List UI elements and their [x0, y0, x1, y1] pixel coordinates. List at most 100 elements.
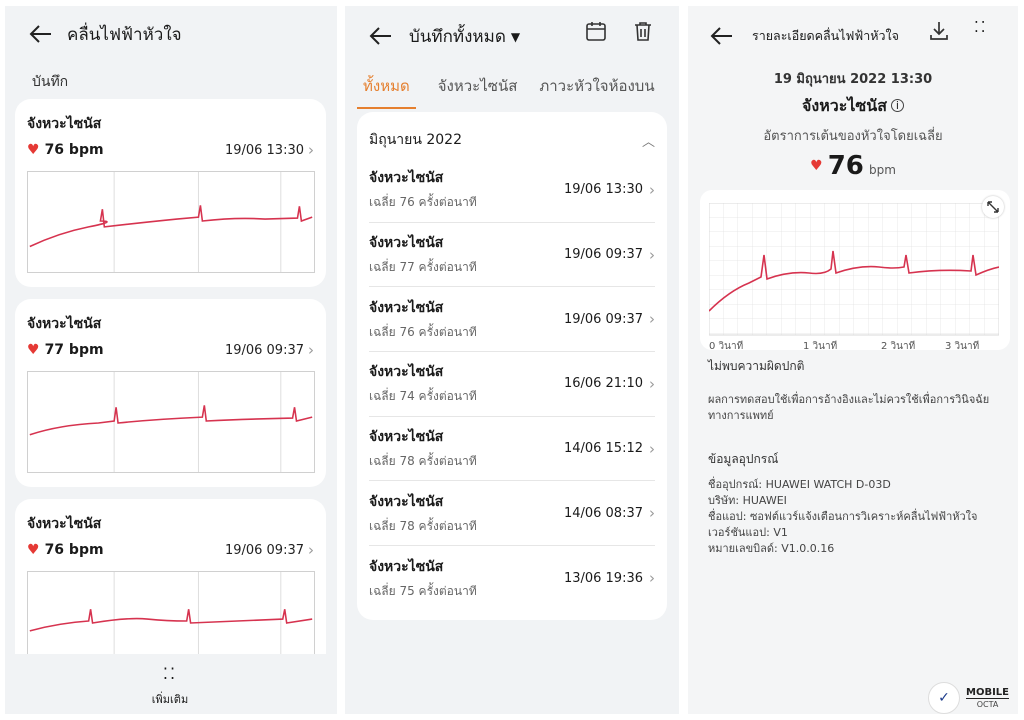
record-time: 19/06 13:30	[563, 182, 643, 198]
record-time: 13/06 19:36	[563, 570, 643, 586]
more-dots-icon: ⁚⁚	[162, 664, 178, 683]
ecg-detail-screen: รายละเอียดคลื่นไฟฟ้าหัวใจ ⁚⁚ 19 มิถุนายน…	[688, 6, 1018, 714]
record-date: 19 มิถุนายน 2022 13:30	[773, 72, 933, 87]
info-icon[interactable]: i	[890, 99, 904, 112]
heart-icon: ♥	[27, 542, 40, 558]
download-button[interactable]	[928, 20, 950, 46]
axis-label-1s: 1 วินาที	[803, 340, 837, 350]
device-name: ชื่ออุปกรณ์: HUAWEI WATCH D-03D	[708, 478, 891, 491]
list-item[interactable]: จังหวะไซนัสเฉลี่ย 76 ครั้งต่อนาที 19/06 0…	[369, 287, 655, 353]
bpm-value: 76 bpm	[44, 542, 104, 558]
rhythm-type: จังหวะไซนัส	[27, 516, 102, 532]
back-arrow-icon	[29, 25, 51, 43]
chevron-right-icon: ›	[649, 310, 655, 329]
list-item[interactable]: จังหวะไซนัสเฉลี่ย 76 ครั้งต่อนาที 19/06 1…	[369, 158, 655, 223]
chevron-right-icon: ›	[649, 245, 655, 264]
brand-line2: OCTA	[976, 699, 999, 709]
tab-all[interactable]: ทั้งหมด	[357, 74, 416, 109]
page-title: รายละเอียดคลื่นไฟฟ้าหัวใจ	[752, 28, 899, 43]
axis-label-2s: 2 วินาที	[881, 340, 915, 350]
list-item[interactable]: จังหวะไซนัส เฉลี่ย 78 ครั้งต่อนาที 14/06 1…	[369, 417, 655, 482]
rhythm-type: จังหวะไซนัส	[27, 316, 102, 332]
back-button[interactable]	[710, 26, 736, 46]
chevron-right-icon: ›	[649, 180, 655, 199]
more-button[interactable]: ⁚⁚ เพิ่มเติม	[140, 666, 200, 708]
rhythm-type: จังหวะไซนัส	[369, 558, 444, 575]
disclaimer-text: ผลการทดสอบใช้เพื่อการอ้างอิงและไม่ควรใช้…	[708, 393, 990, 422]
back-button[interactable]	[29, 24, 55, 44]
records-section-label: บันทึก	[32, 74, 69, 90]
all-records-screen: บันทึกทั้งหมด ▼ ทั้งหมด จังหวะไซนัส ภาวะ…	[345, 6, 679, 714]
tab-sinus-rhythm[interactable]: จังหวะไซนัส	[437, 77, 518, 95]
axis-label-3s: 3 วินาที	[945, 340, 979, 350]
filter-dropdown[interactable]: บันทึกทั้งหมด ▼	[409, 23, 520, 50]
chevron-up-icon: ︿	[641, 134, 655, 150]
record-time: 19/06 09:37	[224, 542, 304, 558]
download-icon	[930, 22, 948, 40]
avg-rate: เฉลี่ย 78 ครั้งต่อนาที	[369, 454, 477, 469]
heart-icon: ♥	[27, 342, 40, 358]
rhythm-type: จังหวะไซนัส	[369, 235, 444, 252]
rhythm-type: จังหวะไซนัส	[802, 96, 887, 115]
record-time: 19/06 09:37	[563, 311, 643, 327]
ecg-home-screen: คลื่นไฟฟ้าหัวใจ บันทึก จังหวะไซนัส ♥ 76 …	[5, 6, 337, 714]
avg-rate: เฉลี่ย 76 ครั้งต่อนาที	[369, 195, 477, 210]
avg-heart-rate: ♥ 76 bpm	[688, 151, 1018, 181]
avg-rate: เฉลี่ย 77 ครั้งต่อนาที	[369, 260, 477, 275]
expand-button[interactable]	[982, 196, 1004, 218]
rhythm-type: จังหวะไซนัส	[27, 116, 102, 132]
chevron-right-icon: ›	[308, 341, 314, 359]
bottom-bar	[5, 654, 337, 714]
result-status: ไม่พบความผิดปกติ	[708, 359, 805, 373]
chevron-right-icon: ›	[649, 439, 655, 458]
ecg-thumbnail	[27, 371, 315, 473]
chevron-right-icon: ›	[649, 374, 655, 393]
list-item[interactable]: จังหวะไซนัสเฉลี่ย 74 ครั้งต่อนาที 16/06 2…	[369, 352, 655, 417]
dots-grid-icon: ⁚⁚	[974, 18, 988, 36]
list-item[interactable]: จังหวะไซนัส เฉลี่ย 78 ครั้งต่อนาที 14/06 0…	[369, 481, 655, 547]
record-time: 14/06 08:37	[563, 505, 643, 521]
record-time: 16/06 21:10	[563, 376, 643, 392]
expand-icon	[987, 201, 999, 213]
rhythm-type: จังหวะไซนัส	[369, 299, 444, 316]
chevron-right-icon: ›	[649, 569, 655, 588]
axis-label-0s: 0 วินาที	[709, 340, 743, 350]
ecg-chart: 0 วินาที 1 วินาที 2 วินาที 3 วินาที	[709, 203, 999, 350]
rhythm-heading: จังหวะไซนัส i	[688, 94, 1018, 119]
rhythm-type: จังหวะไซนัส	[369, 170, 444, 187]
filter-tabs: ทั้งหมด จังหวะไซนัส ภาวะหัวใจห้องบน	[357, 74, 677, 109]
bpm-value: 77 bpm	[44, 342, 104, 358]
list-item[interactable]: จังหวะไซนัส เฉลี่ย 75 ครั้งต่อนาที 13/06 1…	[369, 546, 655, 611]
ecg-trace	[29, 205, 313, 248]
heart-icon: ♥	[27, 142, 40, 158]
page-title: บันทึกทั้งหมด	[409, 27, 506, 47]
list-item[interactable]: จังหวะไซนัส เฉลี่ย 77 ครั้งต่อนาที 19/06 0…	[369, 223, 655, 288]
ecg-record-card[interactable]: จังหวะไซนัส ♥ 76 bpm 19/06 13:30 ›	[15, 99, 326, 287]
back-button[interactable]	[369, 26, 395, 46]
ecg-trace	[29, 609, 313, 632]
more-menu-button[interactable]: ⁚⁚	[974, 20, 988, 35]
avg-heart-rate-unit: bpm	[869, 163, 896, 177]
chevron-right-icon: ›	[308, 541, 314, 559]
month-group-header[interactable]: มิถุนายน 2022 ︿	[357, 112, 667, 158]
ecg-trace	[709, 250, 999, 312]
avg-heart-rate-value: 76	[827, 151, 864, 181]
heart-icon: ♥	[810, 158, 823, 174]
avg-rate: เฉลี่ย 76 ครั้งต่อนาที	[369, 324, 477, 339]
ecg-chart-card[interactable]: 0 วินาที 1 วินาที 2 วินาที 3 วินาที	[700, 190, 1010, 350]
logo-icon: ✓	[928, 682, 960, 714]
avg-heart-rate-label: อัตราการเต้นของหัวใจโดยเฉลี่ย	[763, 129, 943, 144]
device-info-header: ข้อมูลอุปกรณ์	[708, 452, 779, 466]
ecg-record-card[interactable]: จังหวะไซนัส ♥ 77 bpm 19/06 09:37 ›	[15, 299, 326, 487]
app-name: ชื่อแอป: ซอฟต์แวร์แจ้งเตือนการวิเคราะห์ค…	[708, 510, 978, 523]
record-time: 19/06 09:37	[224, 342, 304, 358]
rhythm-type: จังหวะไซนัส	[369, 364, 444, 381]
more-label: เพิ่มเติม	[151, 693, 189, 706]
calendar-button[interactable]	[585, 20, 607, 46]
avg-rate: เฉลี่ย 74 ครั้งต่อนาที	[369, 389, 477, 404]
tab-atrial-fibrillation[interactable]: ภาวะหัวใจห้องบน	[539, 77, 655, 95]
brand-line1: MOBILE	[966, 686, 1009, 699]
delete-button[interactable]	[632, 20, 654, 46]
watermark-logo: ✓ MOBILE OCTA	[928, 682, 1009, 714]
build-number: หมายเลขบิลด์: V1.0.0.16	[708, 542, 835, 555]
